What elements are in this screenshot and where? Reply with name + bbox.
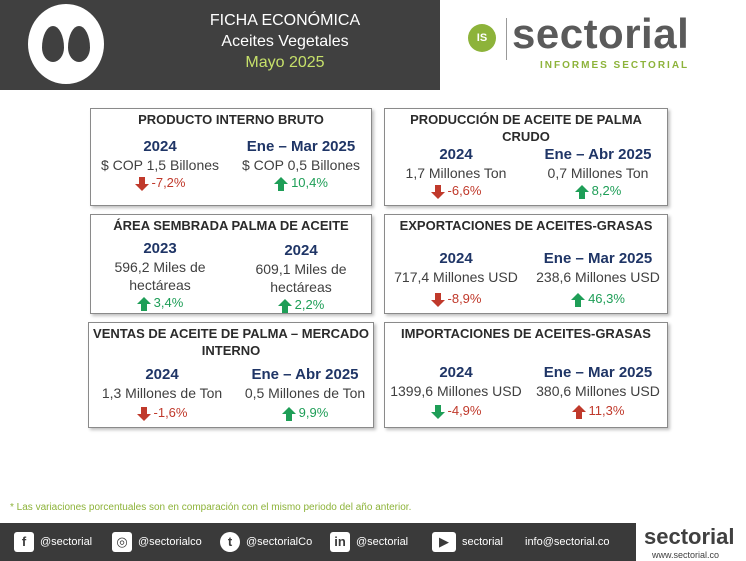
period-label: Ene – Mar 2025 [543,364,653,381]
arrow-down-icon [430,404,445,419]
brand-badge: IS [468,24,496,52]
arrow-up-icon [136,296,151,311]
arrow-up-icon [571,404,586,419]
footer-brand-name: sectorial [644,524,735,549]
footer-brand-logo: sectorial www.sectorial.co [642,524,746,561]
social-twitter[interactable]: t @sectorialCo [220,532,312,552]
facebook-icon: f [14,532,34,552]
change-label: 9,9% [298,405,329,420]
period-label: 2024 [143,138,177,155]
social-instagram[interactable]: ◎ @sectorialco [112,532,202,552]
email-link[interactable]: info@sectorial.co [525,536,610,548]
value-label-line-2: hectáreas [270,279,332,295]
card-title: PRODUCCIÓN DE ACEITE DE PALMA CRUDO [385,111,667,145]
card-title: IMPORTACIONES DE ACEITES-GRASAS [401,326,651,341]
card-title: EXPORTACIONES DE ACEITES-GRASAS [399,218,653,233]
period-label: 2024 [439,250,473,267]
value-label-line-2: hectáreas [129,277,191,293]
card-title: VENTAS DE ACEITE DE PALMA – MERCADO INTE… [89,325,373,359]
value-label: 1399,6 Millones USD [390,383,522,399]
period-label: Ene – Abr 2025 [544,146,652,163]
card-importaciones: IMPORTACIONES DE ACEITES-GRASAS 2024 139… [384,322,668,428]
value-label: 238,6 Millones USD [536,269,660,285]
period-label: Ene – Mar 2025 [543,250,653,267]
period-label: Ene – Mar 2025 [246,138,356,155]
change-label: -7,2% [151,175,186,190]
value-label: 717,4 Millones USD [394,269,518,285]
card-title: ÁREA SEMBRADA PALMA DE ACEITE [113,218,349,233]
card-title-line-2: CRUDO [502,129,550,144]
youtube-handle[interactable]: sectorial [462,536,503,548]
linkedin-handle[interactable]: @sectorial [356,536,409,548]
arrow-up-icon [574,184,589,199]
arrow-up-icon [571,292,586,307]
value-label: 0,5 Millones de Ton [244,385,366,401]
instagram-icon: ◎ [112,532,132,552]
card-pib: PRODUCTO INTERNO BRUTO 2024 $ COP 1,5 Bi… [90,108,372,206]
brand-divider [506,18,507,60]
title-line-3: Mayo 2025 [245,54,325,71]
arrow-down-icon [430,184,445,199]
card-ventas: VENTAS DE ACEITE DE PALMA – MERCADO INTE… [88,322,374,428]
change-label: 3,4% [153,295,184,310]
card-area-sembrada: ÁREA SEMBRADA PALMA DE ACEITE 2023 596,2… [90,214,372,314]
title-line-2: Aceites Vegetales [221,33,349,50]
footer-brand-url[interactable]: www.sectorial.co [652,550,720,560]
change-label: -6,6% [447,183,482,198]
social-linkedin[interactable]: in @sectorial [330,532,408,552]
facebook-handle[interactable]: @sectorial [40,536,93,548]
card-title-line-1: PRODUCCIÓN DE ACEITE DE PALMA [410,112,642,127]
period-label: Ene – Abr 2025 [251,366,359,383]
twitter-icon: t [220,532,240,552]
arrow-down-icon [430,292,445,307]
footer-bar: f @sectorial ◎ @sectorialco t @sectorial… [0,523,636,561]
value-label: 1,3 Millones de Ton [101,385,223,401]
period-label: 2024 [439,146,473,163]
arrow-down-icon [134,176,149,191]
brand-subtitle: INFORMES SECTORIAL [540,60,690,71]
instagram-handle[interactable]: @sectorialco [138,536,202,548]
header-band: FICHA ECONÓMICA Aceites Vegetales Mayo 2… [0,0,440,90]
value-label: $ COP 1,5 Billones [100,157,220,173]
arrow-up-icon [277,298,292,313]
social-facebook[interactable]: f @sectorial [14,532,92,552]
value-label-line-1: 609,1 Miles de [255,261,347,277]
change-label: -1,6% [153,405,188,420]
period-label: 2024 [439,364,473,381]
change-label: -8,9% [447,291,482,306]
period-label: 2023 [143,240,177,257]
arrow-up-icon [281,406,296,421]
brand-logo: IS sectorial INFORMES SECTORIAL [468,10,718,76]
contact-email[interactable]: info@sectorial.co [525,532,610,552]
change-label: 46,3% [588,291,625,306]
change-label: 2,2% [294,297,325,312]
linkedin-icon: in [330,532,350,552]
change-label: -4,9% [447,403,482,418]
title-line-1: FICHA ECONÓMICA [209,12,361,29]
period-label: 2024 [145,366,179,383]
oil-drops-logo-icon [28,4,104,84]
card-title-line-1: VENTAS DE ACEITE DE PALMA – MERCADO [93,326,369,341]
value-label: 1,7 Millones Ton [405,165,507,181]
value-label: 380,6 Millones USD [536,383,660,399]
change-label: 11,3% [588,403,625,418]
arrow-down-icon [136,406,151,421]
twitter-handle[interactable]: @sectorialCo [246,536,313,548]
page-title: FICHA ECONÓMICA Aceites Vegetales Mayo 2… [150,10,420,73]
value-label: $ COP 0,5 Billones [241,157,361,173]
brand-name: sectorial [512,10,690,57]
social-youtube[interactable]: ▶ sectorial [432,532,503,552]
footnote: * Las variaciones porcentuales son en co… [10,502,412,513]
card-title-line-2: INTERNO [201,343,261,358]
change-label: 10,4% [291,175,328,190]
period-label: 2024 [284,242,318,259]
card-produccion: PRODUCCIÓN DE ACEITE DE PALMA CRUDO 2024… [384,108,668,206]
youtube-icon: ▶ [432,532,456,552]
card-title: PRODUCTO INTERNO BRUTO [138,112,324,127]
arrow-up-icon [274,176,289,191]
card-exportaciones: EXPORTACIONES DE ACEITES-GRASAS 2024 717… [384,214,668,314]
change-label: 8,2% [591,183,622,198]
value-label-line-1: 596,2 Miles de [114,259,206,275]
value-label: 0,7 Millones Ton [547,165,649,181]
